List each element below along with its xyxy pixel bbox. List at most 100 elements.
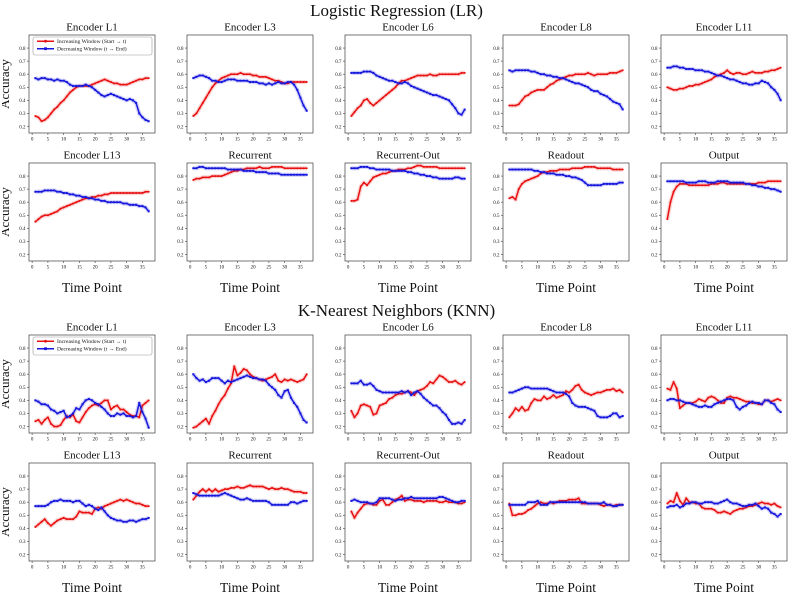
decreasing-series-marker	[555, 391, 558, 394]
increasing-series-marker	[40, 422, 43, 425]
decreasing-series-marker	[406, 497, 409, 500]
decreasing-series-marker	[614, 412, 617, 415]
decreasing-series-marker	[87, 503, 90, 506]
decreasing-series-marker	[71, 501, 74, 504]
decreasing-series-marker	[226, 493, 229, 496]
decreasing-series-marker	[415, 87, 418, 90]
y-tick-label: 0.2	[335, 553, 342, 558]
increasing-series-marker	[305, 492, 308, 495]
y-tick-label: 0.2	[651, 253, 658, 258]
decreasing-series-marker	[365, 70, 368, 73]
increasing-series-marker	[665, 387, 668, 390]
increasing-series-marker	[706, 507, 709, 510]
increasing-series-marker	[520, 512, 523, 515]
decreasing-series-marker	[365, 383, 368, 386]
decreasing-series-marker	[555, 75, 558, 78]
increasing-series-marker	[741, 73, 744, 76]
increasing-series-marker	[302, 378, 305, 381]
decreasing-series-marker	[605, 182, 608, 185]
decreasing-series-marker	[694, 69, 697, 72]
decreasing-series-marker	[747, 401, 750, 404]
increasing-series-marker	[589, 165, 592, 168]
increasing-series-band	[33, 398, 150, 429]
y-axis-label: Accuracy	[2, 187, 12, 237]
decreasing-series-marker	[46, 503, 49, 506]
decreasing-series-marker	[207, 167, 210, 170]
decreasing-series-marker	[614, 101, 617, 104]
decreasing-series-marker	[254, 377, 257, 380]
decreasing-series-marker	[220, 379, 223, 382]
panel-title: Encoder L3	[224, 22, 276, 34]
increasing-series-marker	[577, 167, 580, 170]
increasing-series-marker	[425, 499, 428, 502]
decreasing-series-marker	[744, 182, 747, 185]
x-axis-label: Time Point	[536, 580, 596, 595]
increasing-series-marker	[523, 409, 526, 412]
increasing-series-marker	[526, 509, 529, 512]
y-tick-label: 0.7	[19, 60, 26, 65]
increasing-series-marker	[533, 505, 535, 508]
x-tick-label: 10	[377, 438, 383, 443]
decreasing-series-marker	[292, 501, 295, 504]
panel-output: Output 0.2 0.3 0.4 0.5 0.6 0.7 0.8 0 5 10 15 20 25 30 3…	[634, 448, 792, 600]
decreasing-series-marker	[359, 501, 362, 504]
decreasing-series-marker	[577, 177, 580, 180]
increasing-series-marker	[769, 503, 772, 506]
increasing-series-marker	[122, 83, 124, 86]
decreasing-series-marker	[614, 182, 617, 185]
increasing-series-marker	[716, 182, 719, 185]
increasing-series-marker	[90, 404, 93, 407]
decreasing-series-marker	[368, 70, 371, 73]
increasing-series-marker	[520, 182, 523, 185]
decreasing-series-marker	[456, 421, 459, 424]
y-tick-label: 0.7	[177, 60, 184, 65]
y-tick-label: 0.7	[335, 60, 342, 65]
y-tick-label: 0.5	[493, 86, 500, 91]
decreasing-series-marker	[194, 75, 197, 78]
decreasing-series-marker	[40, 77, 43, 80]
increasing-series-marker	[681, 404, 684, 407]
increasing-series-marker	[270, 486, 273, 489]
decreasing-series-marker	[750, 400, 753, 403]
increasing-series-marker	[248, 484, 251, 487]
increasing-series-marker	[359, 185, 362, 188]
increasing-series-marker	[393, 394, 396, 397]
increasing-series-marker	[375, 503, 377, 506]
increasing-series-marker	[276, 379, 279, 382]
increasing-series-marker	[251, 167, 254, 170]
x-axis-label: Time Point	[220, 580, 280, 595]
increasing-series-marker	[283, 488, 286, 491]
decreasing-series-marker	[217, 494, 219, 497]
legend-label: Increasing Window (Start → t)	[57, 38, 126, 45]
increasing-series-marker	[356, 412, 359, 415]
x-tick-label: 10	[693, 566, 699, 571]
decreasing-series-marker	[368, 502, 371, 505]
increasing-series-marker	[213, 82, 216, 85]
decreasing-series-marker	[586, 86, 589, 89]
x-tick-label: 30	[598, 566, 604, 571]
x-tick-label: 15	[76, 266, 82, 271]
increasing-series-marker	[706, 79, 709, 82]
y-tick-label: 0.8	[335, 347, 342, 352]
axes-box	[344, 334, 471, 434]
increasing-series-marker	[754, 71, 756, 74]
y-tick-label: 0.4	[335, 227, 342, 232]
increasing-series-marker	[621, 391, 624, 394]
decreasing-series-marker	[210, 167, 213, 170]
increasing-series-marker	[68, 518, 71, 521]
x-tick-label: 20	[250, 438, 256, 443]
increasing-series-marker	[201, 420, 204, 423]
x-tick-label: 20	[92, 266, 98, 271]
x-tick-label: 15	[234, 138, 240, 143]
panel-recurrent: Recurrent 0.2 0.3 0.4 0.5 0.6 0.7 0.8 0 5 10 15 20 25…	[160, 448, 318, 600]
x-tick-label: 5	[204, 138, 207, 143]
panel-title: Recurrent	[228, 150, 271, 162]
decreasing-series-marker	[106, 201, 109, 204]
decreasing-series-marker	[561, 173, 564, 176]
decreasing-series-marker	[555, 501, 558, 504]
increasing-series-marker	[533, 176, 535, 179]
decreasing-series-marker	[548, 172, 551, 175]
x-tick-label: 25	[108, 566, 114, 571]
decreasing-series-marker	[144, 206, 147, 209]
decreasing-series-marker	[229, 78, 232, 81]
